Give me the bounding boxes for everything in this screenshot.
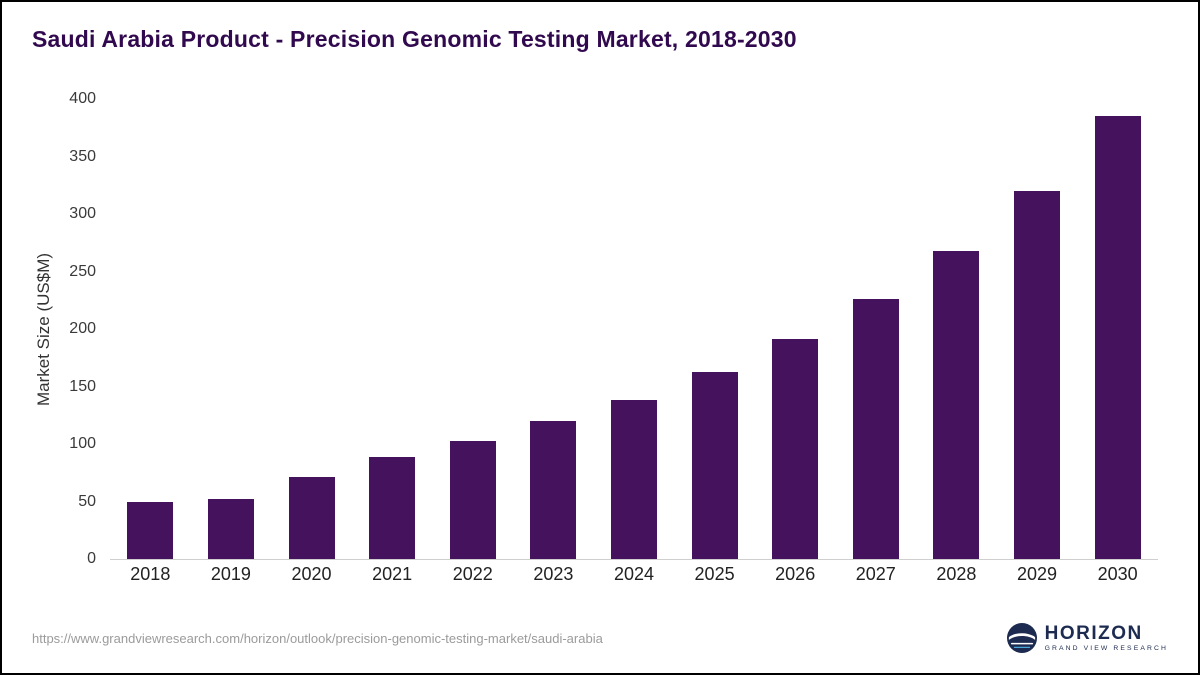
- x-tick-label: 2027: [855, 564, 896, 584]
- bar-2028: [933, 250, 980, 559]
- bar-2030: [1094, 116, 1141, 559]
- x-tick-label: 2023: [533, 564, 574, 584]
- x-tick-label: 2026: [775, 564, 816, 584]
- bar-column: [997, 99, 1078, 559]
- bar-2026: [772, 339, 819, 559]
- x-axis-labels: 2018 2019 2020 2021 2022 2023 2024 2025 2026 2027…: [110, 564, 1158, 585]
- y-tick-label: 100: [69, 435, 96, 452]
- x-tick-label: 2028: [936, 564, 977, 584]
- x-tick-label: 2030: [1097, 564, 1138, 584]
- y-tick-label: 400: [69, 90, 96, 107]
- bar-column: [594, 99, 675, 559]
- horizon-logo-subtext: GRAND VIEW RESEARCH: [1044, 644, 1168, 652]
- bar-2024: [610, 400, 657, 559]
- horizon-logo-icon: [1006, 623, 1037, 653]
- y-tick-label: 250: [69, 262, 96, 280]
- bar-2018: [127, 501, 174, 559]
- source-url-link[interactable]: https://www.grandviewresearch.com/horizo…: [32, 630, 603, 646]
- bar-column: [916, 99, 997, 559]
- y-tick-label: 350: [69, 147, 96, 165]
- bar-2027: [852, 299, 899, 559]
- bar-2022: [449, 440, 496, 559]
- bar-column: [271, 99, 352, 559]
- bar-column: [1077, 99, 1158, 559]
- x-tick-label: 2019: [210, 564, 251, 584]
- horizon-logo-text: HORIZON GRAND VIEW RESEARCH: [1045, 624, 1168, 653]
- footer: https://www.grandviewresearch.com/horizo…: [2, 611, 1198, 673]
- x-tick-label: 2025: [694, 564, 735, 584]
- bar-column: [513, 99, 594, 559]
- bar-2029: [1014, 191, 1060, 559]
- bar-2019: [207, 499, 254, 559]
- x-tick-label: 2024: [613, 564, 654, 584]
- y-tick-label: 50: [78, 492, 96, 510]
- chart-title: Saudi Arabia Product - Precision Genomic…: [32, 26, 797, 52]
- x-tick-label: 2018: [130, 564, 171, 584]
- bar-2020: [288, 477, 335, 559]
- bar-column: [110, 99, 191, 559]
- plot-area: 0 50 100 150 200 250 300 350 400: [69, 90, 1158, 567]
- y-tick-label: 150: [69, 377, 96, 395]
- horizon-logo: HORIZON GRAND VIEW RESEARCH: [1006, 623, 1168, 653]
- bar-column: [352, 99, 433, 559]
- y-tick-label: 200: [69, 320, 96, 337]
- bar-column: [674, 99, 755, 559]
- y-tick-label: 0: [87, 550, 96, 567]
- bar-column: [432, 99, 513, 559]
- y-axis-label: Market Size (US$M): [34, 252, 53, 407]
- x-tick-label: 2022: [452, 564, 493, 584]
- x-tick-label: 2020: [291, 564, 332, 584]
- bar-column: [191, 99, 272, 559]
- x-tick-label: 2021: [372, 564, 413, 584]
- bar-column: [755, 99, 836, 559]
- x-tick-label: 2029: [1016, 564, 1058, 584]
- y-tick-label: 300: [69, 205, 96, 222]
- horizon-logo-name: HORIZON: [1044, 622, 1143, 644]
- bar-column: [835, 99, 916, 559]
- bar-2021: [369, 456, 416, 559]
- bar-2025: [691, 371, 738, 559]
- bar-2023: [530, 421, 577, 559]
- bar-series: [110, 99, 1158, 559]
